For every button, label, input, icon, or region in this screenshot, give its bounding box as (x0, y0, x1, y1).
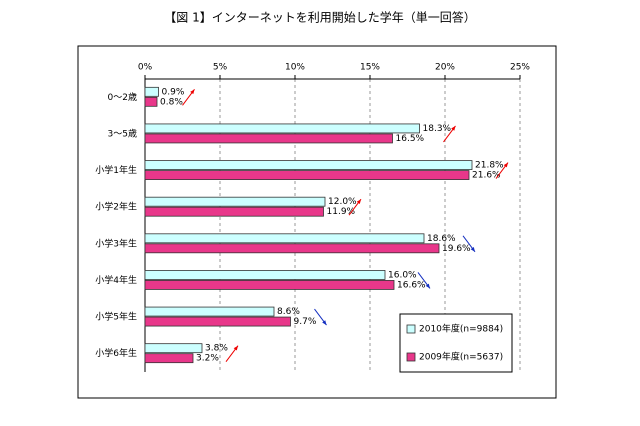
bar (144, 170, 470, 180)
bar (144, 353, 194, 364)
bar (144, 96, 158, 107)
bar (144, 243, 440, 254)
value-label: 18.3% (423, 124, 452, 134)
bar (144, 233, 425, 244)
x-tick-label: 0% (138, 63, 153, 73)
legend-label: 2009年度(n=5637) (419, 351, 503, 363)
x-tick-label: 5% (213, 63, 228, 73)
value-label: 18.6% (427, 234, 456, 244)
value-label: 21.8% (475, 161, 504, 171)
value-label: 19.6% (442, 244, 471, 254)
legend-swatch (406, 324, 416, 334)
bar (144, 196, 326, 207)
value-label: 8.6% (277, 307, 300, 317)
y-tick-label: 0～2歳 (108, 91, 137, 103)
y-tick-label: 小学5年生 (95, 311, 137, 323)
bar (144, 123, 420, 134)
value-label: 21.6% (472, 171, 501, 181)
trend-arrow-head (190, 89, 195, 95)
x-tick-label: 20% (435, 63, 455, 73)
trend-arrow-head (322, 320, 327, 326)
y-tick-label: 3～5歳 (108, 127, 137, 139)
value-label: 12.0% (328, 197, 357, 207)
trend-arrow-head (425, 283, 430, 289)
trend-arrow-head (451, 125, 456, 131)
x-tick-label: 25% (510, 63, 530, 73)
value-label: 0.9% (162, 87, 185, 97)
trend-arrow-head (356, 199, 361, 205)
y-tick-label: 小学4年生 (95, 274, 137, 286)
trend-arrow-head (470, 246, 475, 252)
bar (144, 280, 395, 290)
legend-swatch (406, 352, 416, 362)
y-tick-label: 小学1年生 (95, 164, 137, 176)
bar (144, 270, 386, 280)
bar (144, 316, 291, 327)
bar (144, 306, 275, 317)
value-label: 16.6% (397, 280, 426, 290)
bar (144, 206, 324, 217)
chart-title: 【図 1】インターネットを利用開始した学年（単一回答） (164, 10, 475, 25)
trend-arrow-head (503, 162, 508, 168)
y-tick-label: 小学6年生 (95, 347, 137, 359)
legend-box (399, 313, 513, 373)
x-tick-label: 15% (360, 63, 380, 73)
value-label: 3.2% (196, 354, 219, 364)
y-tick-label: 小学2年生 (95, 201, 137, 213)
value-label: 11.9% (327, 207, 356, 217)
bar (144, 86, 159, 97)
trend-arrow-head (233, 345, 238, 351)
value-label: 3.8% (205, 344, 228, 354)
x-tick-label: 10% (285, 63, 305, 73)
bar (144, 160, 473, 170)
legend-label: 2010年度(n=9884) (419, 323, 503, 335)
bar (144, 133, 393, 144)
value-label: 16.0% (388, 270, 417, 280)
y-tick-label: 小学3年生 (95, 237, 137, 249)
value-label: 0.8% (160, 97, 183, 107)
value-label: 16.5% (396, 134, 425, 144)
value-label: 9.7% (294, 317, 317, 327)
chart-frame (77, 45, 557, 399)
bar (144, 343, 203, 354)
